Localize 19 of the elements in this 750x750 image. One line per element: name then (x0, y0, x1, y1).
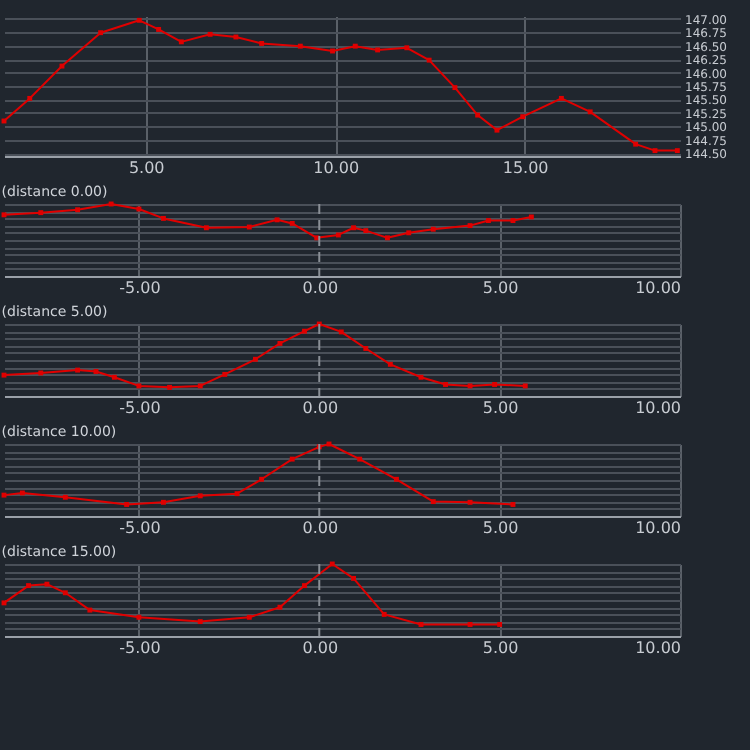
x-tick-label: 10.00 (313, 159, 360, 177)
x-tick-label: 10.00 (635, 399, 681, 417)
x-tick-label: 5.00 (482, 639, 519, 657)
x-tick-label: 5.00 (128, 159, 165, 177)
x-tick-label: -5.00 (119, 399, 161, 417)
x-tick-label: 10.00 (635, 519, 681, 537)
x-tick-label: -5.00 (119, 639, 161, 657)
x-tick-label: -5.00 (119, 279, 161, 297)
x-tick-label: 0.00 (302, 639, 339, 657)
x-tick-label: 5.00 (482, 519, 519, 537)
x-tick-label: 0.00 (302, 519, 339, 537)
x-tick-label: 0.00 (302, 399, 339, 417)
x-tick-label: 5.00 (482, 279, 519, 297)
x-tick-label: 15.00 (502, 159, 549, 177)
x-tick-label: -5.00 (119, 519, 161, 537)
x-tick-label: 5.00 (482, 399, 519, 417)
x-tick-label: 0.00 (302, 279, 339, 297)
x-tick-label: 10.00 (635, 639, 681, 657)
x-tick-label: 10.00 (635, 279, 681, 297)
